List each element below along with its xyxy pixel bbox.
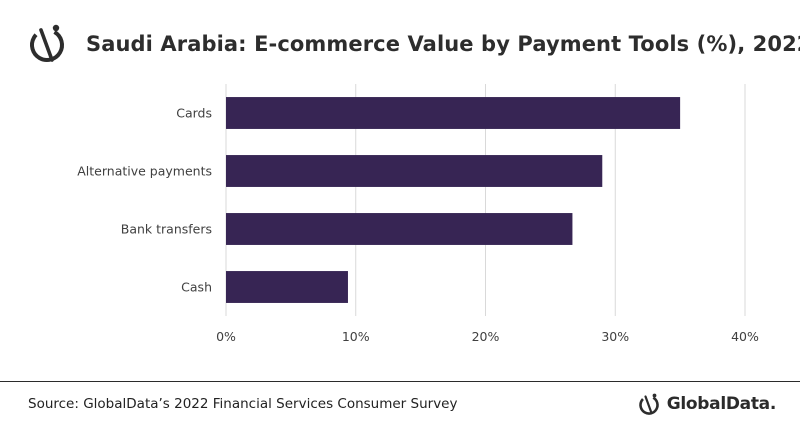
category-label: Alternative payments — [77, 164, 212, 179]
source-note: Source: GlobalData’s 2022 Financial Serv… — [28, 396, 458, 412]
bar-bank-transfers — [226, 213, 573, 245]
bars — [226, 97, 681, 303]
x-tick-label: 40% — [731, 329, 759, 344]
category-labels: Cards Alternative payments Bank transfers C… — [77, 106, 212, 295]
category-label: Cash — [181, 280, 212, 295]
bar-chart: Cards Alternative payments Bank transfers C… — [77, 84, 759, 344]
category-label: Bank transfers — [121, 222, 212, 237]
header: Saudi Arabia: E-commerce Value by Paymen… — [28, 20, 800, 68]
bar-alternative-payments — [226, 155, 603, 187]
globaldata-mark-icon — [30, 24, 64, 62]
bar-cash — [226, 271, 348, 303]
bar-cards — [226, 97, 681, 129]
x-tick-label: 10% — [342, 329, 370, 344]
globaldata-mark-icon — [638, 393, 659, 415]
x-tick-label: 20% — [472, 329, 500, 344]
x-tick-labels: 0% 10% 20% 30% 40% — [216, 329, 759, 344]
category-label: Cards — [176, 106, 212, 121]
brand-name: GlobalData. — [666, 394, 777, 414]
x-tick-label: 0% — [216, 329, 236, 344]
chart-title: Saudi Arabia: E-commerce Value by Paymen… — [86, 32, 800, 56]
x-tick-label: 30% — [601, 329, 629, 344]
footer-divider — [0, 381, 800, 382]
brand-logo: GlobalData. — [637, 391, 776, 417]
